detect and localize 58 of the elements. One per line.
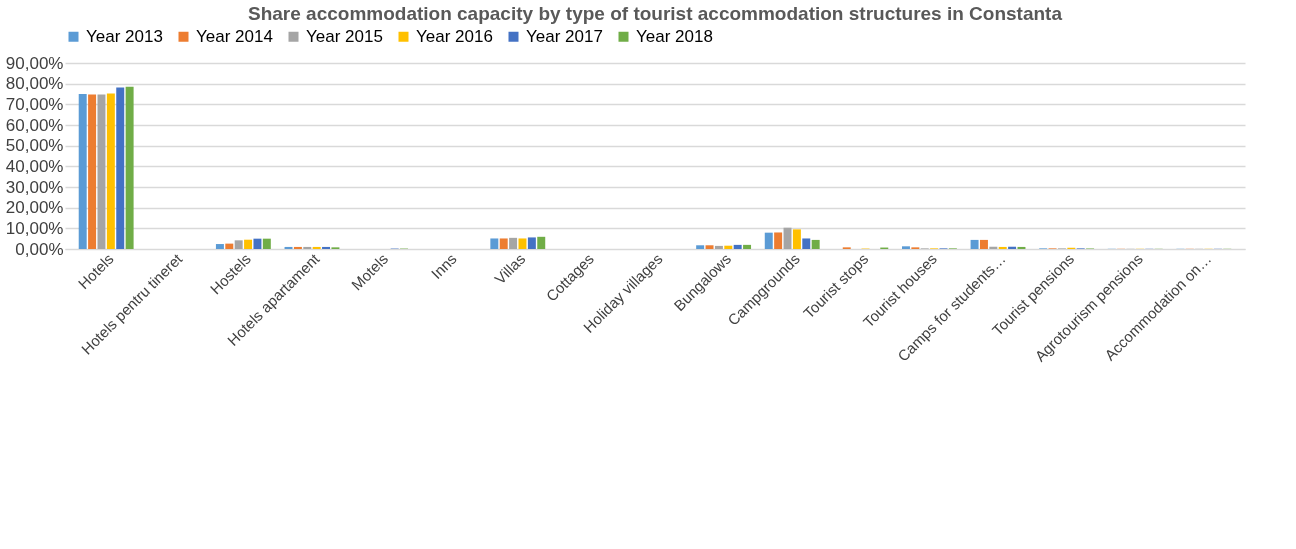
bar [215, 244, 224, 249]
bar [979, 239, 988, 249]
bar [225, 243, 234, 249]
bar [792, 229, 801, 249]
bar [970, 239, 979, 249]
legend-label: Year 2013 [86, 26, 163, 46]
legend-label: Year 2017 [526, 26, 603, 46]
bar [499, 238, 508, 249]
y-tick-label: 20,00% [5, 198, 64, 218]
bar [705, 245, 714, 249]
bar [88, 94, 97, 249]
y-tick-label: 60,00% [5, 115, 64, 135]
legend-label: Year 2016 [416, 26, 493, 46]
bar [253, 238, 262, 249]
bar [262, 238, 271, 249]
bar [116, 87, 125, 249]
y-tick-label: 50,00% [5, 136, 64, 156]
bar [774, 232, 783, 249]
y-tick-label: 30,00% [5, 177, 64, 197]
bar [696, 245, 705, 249]
bar [244, 239, 253, 249]
y-tick-label: 70,00% [5, 94, 64, 114]
bar [527, 237, 536, 249]
bar [783, 227, 792, 249]
bar [724, 245, 733, 249]
bar [322, 246, 331, 249]
bar [1017, 246, 1026, 249]
y-tick-label: 40,00% [5, 156, 64, 176]
bar [733, 244, 742, 249]
bar [743, 244, 752, 249]
bar [490, 238, 499, 249]
legend-label: Year 2018 [636, 26, 713, 46]
bar [802, 238, 811, 249]
bar [537, 236, 546, 249]
bar [901, 246, 910, 249]
legend-label: Year 2015 [306, 26, 383, 46]
x-tick-label: Inns [427, 250, 460, 283]
bar [998, 246, 1007, 249]
bar [284, 246, 293, 249]
bar [764, 232, 773, 249]
bar [234, 240, 243, 249]
bar [509, 237, 518, 249]
bar [312, 246, 321, 249]
bar [293, 246, 302, 249]
bar [714, 245, 723, 249]
y-tick-label: 0,00% [15, 239, 64, 259]
y-tick-label: 80,00% [5, 74, 64, 94]
bar [78, 94, 87, 249]
bar [106, 93, 115, 249]
bar [811, 239, 820, 249]
bar [97, 94, 106, 249]
bar [303, 246, 312, 249]
bar [125, 86, 134, 249]
chart-title: Share accommodation capacity by type of tourist accommodation structures in Constanta [247, 3, 1063, 24]
y-tick-label: 10,00% [5, 218, 64, 238]
bar [518, 238, 527, 249]
y-tick-label: 90,00% [5, 53, 64, 73]
legend-label: Year 2014 [196, 26, 273, 46]
